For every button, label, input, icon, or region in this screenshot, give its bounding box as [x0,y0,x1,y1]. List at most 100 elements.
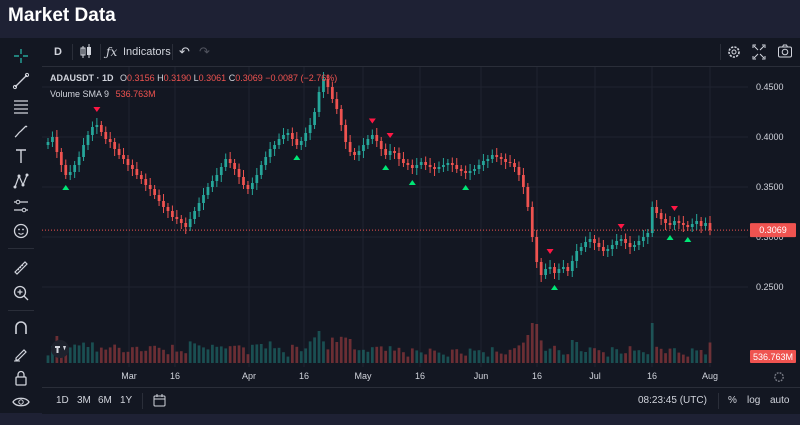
fx-icon[interactable]: ƒx [106,45,118,59]
candle-body [455,165,459,169]
volume-bar [339,336,343,363]
camera-icon[interactable] [777,38,793,66]
candle-body [353,152,356,155]
range-3m-button[interactable]: 3M [77,395,91,406]
volume-bar [268,341,272,363]
volume-bar [437,352,441,363]
candle-body [157,195,161,201]
candle-body [490,155,494,159]
candle-body [646,233,650,237]
close-label: C [228,73,236,83]
magnet-icon[interactable] [11,318,31,338]
text-icon[interactable] [11,146,31,166]
candle-body [446,163,450,165]
volume-bar [530,323,534,363]
open-value: 0.3156 [127,73,155,83]
volume-bar [579,351,583,363]
candle-body [73,165,77,172]
indicators-button[interactable]: Indicators [123,46,171,58]
candle-body [91,127,94,135]
volume-bar [402,352,405,363]
pattern-icon[interactable] [11,171,31,191]
volume-bar [211,344,214,363]
volume-bar [522,342,525,363]
fib-lines-icon[interactable] [11,96,31,116]
axis-settings-gear-icon[interactable] [758,367,800,387]
percent-toggle[interactable]: % [728,395,737,406]
buy-signal-marker [550,285,558,290]
undo-icon[interactable]: ↶ [179,44,190,59]
candle-body [624,239,627,243]
candle-body [548,267,552,269]
candle-body [326,79,330,87]
bottom-bar: 1D 3M 6M 1Y 08:23:45 (UTC) % log auto [42,387,800,414]
volume-bar [184,353,188,363]
volume-bar [544,350,547,363]
range-1y-button[interactable]: 1Y [120,395,133,406]
volume-bar [46,355,50,363]
volume-bar [308,341,312,363]
draw-mode-icon[interactable] [11,343,31,363]
trend-line-icon[interactable] [11,71,31,91]
utc-clock[interactable]: 08:23:45 (UTC) [638,395,707,406]
volume-bar [313,337,316,363]
candle-body [637,241,641,245]
candle-body [468,171,472,173]
volume-bar [690,348,694,363]
zoom-in-icon[interactable] [11,283,31,303]
candle-body [379,141,383,149]
time-axis[interactable]: Mar 16 Apr 16 May 16 Jun 16 Jul 16 Aug [42,367,800,387]
volume-bar [51,346,54,363]
range-1d-button[interactable]: 1D [56,395,69,406]
settings-gear-icon[interactable] [726,38,742,66]
candle-body [55,137,59,152]
candle-body [615,241,619,245]
volume-bar [415,350,419,363]
measure-tools-icon[interactable] [11,196,31,216]
redo-icon[interactable]: ↷ [199,44,210,59]
auto-toggle[interactable]: auto [770,395,790,406]
candle-body [171,211,174,217]
candle-body [122,155,125,159]
volume-bar [593,348,596,363]
time-tick-label: Apr [242,371,256,381]
candle-body [224,159,228,167]
candles-icon[interactable] [78,38,94,66]
candle-body [99,125,103,132]
volume-bar [375,346,379,363]
candle-body [664,219,667,223]
volume-bar [233,345,236,363]
crosshair-icon[interactable] [11,46,31,66]
volume-bar [99,347,103,363]
price-tick-label: 0.2500 [756,282,784,292]
log-toggle[interactable]: log [747,395,761,406]
volume-bar [299,351,303,363]
close-value: 0.3069 [235,73,263,83]
symbol-label[interactable]: ADAUSDT · 1D [50,73,114,83]
candle-body [704,223,707,226]
fullscreen-icon[interactable] [751,38,767,66]
range-6m-button[interactable]: 6M [98,395,112,406]
candle-body [686,225,690,227]
interval-button[interactable]: D [54,46,62,58]
volume-bar [73,344,77,363]
volume-bar [406,356,410,363]
brush-icon[interactable] [11,121,31,141]
volume-bar [446,356,450,363]
volume-sma-label[interactable]: Volume SMA 9 [50,89,110,99]
ruler-icon[interactable] [11,258,31,278]
candle-body [677,221,681,223]
volume-bar [366,351,370,363]
emoji-icon[interactable] [11,221,31,241]
lock-icon[interactable] [11,368,31,388]
eye-icon[interactable] [11,392,31,412]
candle-body [215,175,219,181]
goto-date-icon[interactable] [152,388,168,414]
volume-bar [148,346,152,363]
volume-bar [162,349,165,363]
time-tick-label: Jul [589,371,601,381]
volume-bar [86,347,90,363]
sell-signal-marker [386,133,394,138]
